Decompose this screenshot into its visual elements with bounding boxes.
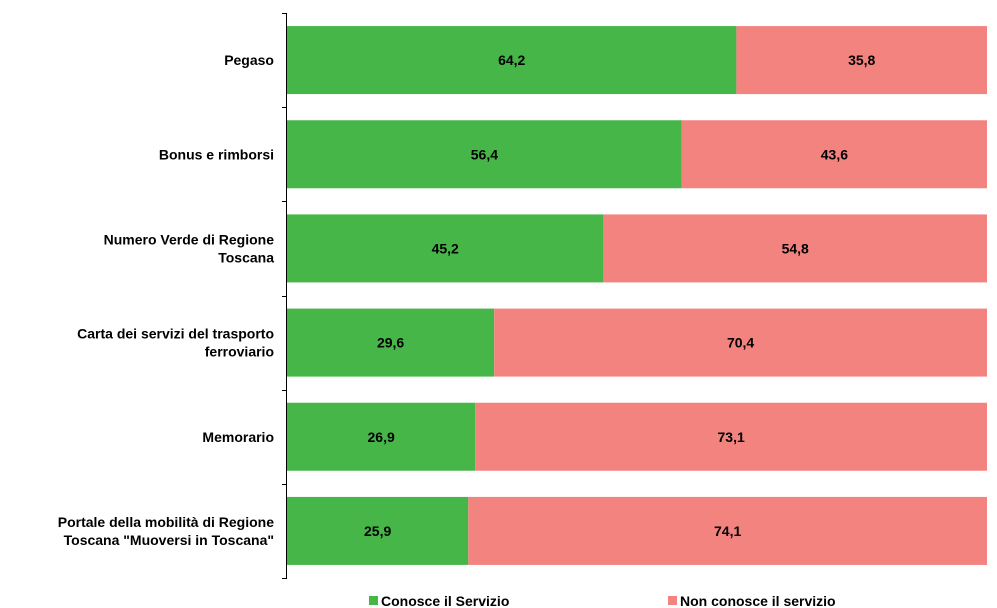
category-label-line: Numero Verde di Regione <box>104 231 275 247</box>
bar-non-conosce <box>681 120 987 189</box>
bar-non-conosce <box>468 496 987 565</box>
bar-conosce <box>287 402 476 471</box>
data-label: 54,8 <box>782 240 809 256</box>
bar-conosce <box>287 120 682 189</box>
bar-non-conosce <box>475 402 987 471</box>
legend-swatch <box>369 596 378 605</box>
data-label: 70,4 <box>727 335 754 351</box>
legend-swatch <box>668 596 677 605</box>
category-label: Memorario <box>202 429 274 445</box>
category-label-line: Memorario <box>202 429 274 445</box>
bar-non-conosce <box>603 214 987 283</box>
data-label: 45,2 <box>432 240 459 256</box>
data-label: 35,8 <box>848 52 875 68</box>
legend: Conosce il Servizio Non conosce il serviz… <box>369 593 836 608</box>
y-axis-ticks <box>282 13 287 579</box>
category-label-line: Bonus e rimborsi <box>159 146 274 162</box>
legend-label: Conosce il Servizio <box>381 593 509 608</box>
bar-conosce <box>287 214 604 283</box>
category-label: Pegaso <box>224 52 274 68</box>
category-label-line: Toscana <box>218 249 274 265</box>
category-label: Carta dei servizi del trasporto ferroviar… <box>77 326 274 360</box>
data-label: 73,1 <box>718 429 745 445</box>
category-label-line: ferroviario <box>205 344 274 360</box>
category-label-line: Carta dei servizi del trasporto <box>77 326 274 342</box>
data-label: 56,4 <box>471 146 498 162</box>
bar-conosce <box>287 496 469 565</box>
category-label: Bonus e rimborsi <box>159 146 274 162</box>
category-label-line: Toscana "Muoversi in Toscana" <box>64 532 274 548</box>
data-label: 43,6 <box>821 146 848 162</box>
data-label: 74,1 <box>714 523 741 539</box>
bar-conosce <box>287 308 495 377</box>
bar-non-conosce <box>736 26 987 95</box>
bars-group: 64,2 35,8 56,4 43,6 45,2 54,8 29,6 70,4 26,9 73,1… <box>287 26 987 565</box>
legend-label: Non conosce il servizio <box>680 593 836 608</box>
data-label: 64,2 <box>498 52 525 68</box>
bar-non-conosce <box>494 308 987 377</box>
category-label-line: Portale della mobilità di Regione <box>58 514 274 530</box>
data-label: 25,9 <box>364 523 391 539</box>
category-label: Numero Verde di Regione Toscana <box>104 231 275 265</box>
category-label: Portale della mobilità di Regione Toscana… <box>58 514 274 548</box>
category-label-line: Pegaso <box>224 52 274 68</box>
data-label: 26,9 <box>368 429 395 445</box>
bar-conosce <box>287 26 737 95</box>
category-labels: Pegaso Bonus e rimborsi Numero Verde di Re… <box>58 52 274 548</box>
data-label: 29,6 <box>377 335 404 351</box>
